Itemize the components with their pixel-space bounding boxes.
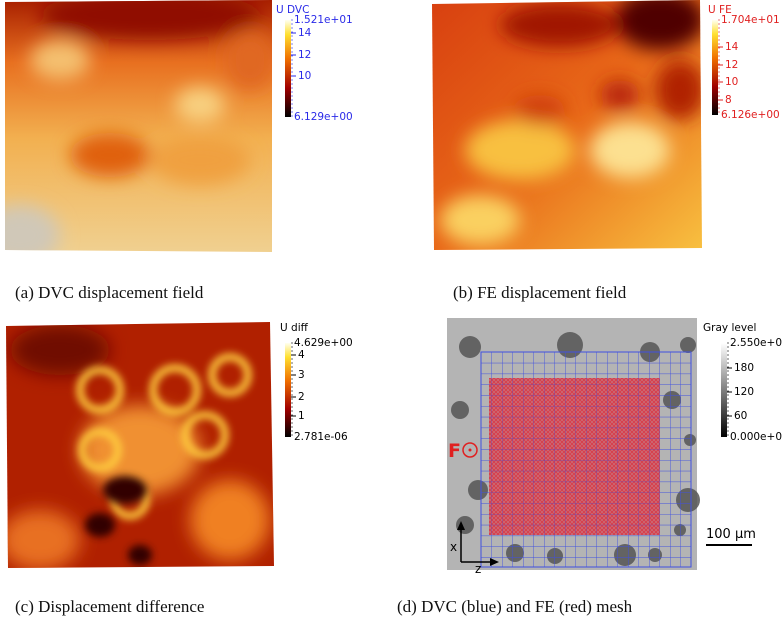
colorbar-tick-label: 3 (298, 369, 305, 381)
colorbar-min: 6.129e+00 (294, 111, 353, 123)
colorbar-tick-label: 10 (298, 70, 311, 82)
colorbar (721, 343, 727, 437)
axis-z-label: z (475, 562, 481, 576)
caption: (d) DVC (blue) and FE (red) mesh (397, 597, 633, 616)
colorbar-tick-label: 10 (725, 76, 738, 88)
colorbar-min: 0.000e+00 (730, 431, 782, 443)
colorbar-max: 2.550e+02 (730, 337, 782, 349)
scale-label: 100 µm (706, 527, 756, 542)
axis-x-label: x (450, 540, 457, 554)
caption: (b) FE displacement field (453, 283, 627, 302)
colorbar-title: U diff (280, 322, 309, 334)
colorbar-tick-label: 12 (725, 59, 738, 71)
colorbar-max: 1.521e+01 (294, 14, 353, 26)
caption: (a) DVC displacement field (15, 283, 204, 302)
colorbar (285, 343, 291, 437)
mesh-image (447, 318, 752, 570)
colorbar-tick-label: 8 (725, 94, 732, 106)
colorbar-title: U DVC (276, 4, 309, 16)
colorbar-min: 2.781e-06 (294, 431, 348, 443)
colorbar-max: 4.629e+00 (294, 337, 353, 349)
caption: (c) Displacement difference (15, 597, 204, 616)
fe-field (432, 0, 702, 250)
colorbar-tick-label: 2 (298, 391, 305, 403)
colorbar-tick-label: 14 (725, 41, 739, 53)
colorbar-tick-label: 12 (298, 49, 311, 61)
difference-field (6, 322, 274, 568)
colorbar-tick-label: 60 (734, 410, 747, 422)
colorbar-tick-label: 4 (298, 349, 305, 361)
colorbar (712, 20, 718, 115)
colorbar-min: 6.126e+00 (721, 109, 780, 121)
dvc-field (5, 0, 272, 252)
colorbar-tick-label: 14 (298, 27, 312, 39)
colorbar-tick-label: 180 (734, 362, 754, 374)
colorbar-tick-label: 1 (298, 410, 305, 422)
colorbar-title: Gray level (703, 322, 756, 334)
colorbar (285, 20, 291, 117)
colorbar-tick-label: 120 (734, 386, 754, 398)
colorbar-title: U FE (708, 4, 732, 16)
force-label: F (448, 440, 461, 462)
colorbar-max: 1.704e+01 (721, 14, 780, 26)
